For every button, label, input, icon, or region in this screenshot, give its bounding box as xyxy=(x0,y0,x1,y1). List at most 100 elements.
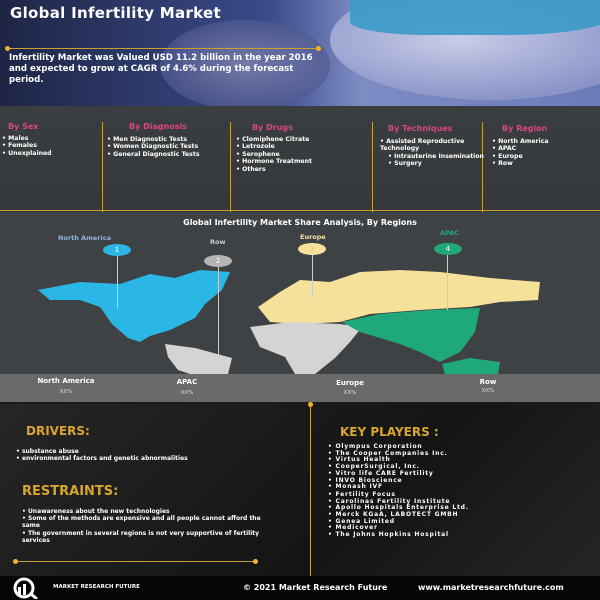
divider xyxy=(372,122,373,214)
south-america-region xyxy=(165,344,232,374)
segment-item: Clomiphene Citrate xyxy=(236,136,371,143)
key-player-item: Merck KGaA, LABOTECT GMBH xyxy=(328,511,469,519)
region-map-section: Global Infertility Market Share Analysis… xyxy=(0,212,600,374)
restraint-item: • The government in several regions is n… xyxy=(22,529,260,544)
segment-title: By Sex xyxy=(8,122,39,131)
region-share: XX% xyxy=(59,389,73,395)
segment-item: Serophene xyxy=(236,151,371,158)
divider xyxy=(15,561,255,562)
segment-item: General Diagnostic Tests xyxy=(107,151,229,158)
divider xyxy=(8,48,318,49)
key-player-item: Virtus Health xyxy=(328,457,469,464)
key-player-item: CooperSurgical, Inc. xyxy=(328,463,469,471)
australia-region xyxy=(442,358,500,374)
restraint-item: • Unawareness about the new technologies xyxy=(22,508,170,515)
restraints-title: RESTRAINTS: xyxy=(22,484,119,499)
pin-label: Europe xyxy=(300,233,326,241)
key-player-item: Monash IVF xyxy=(328,484,469,491)
key-players-list: Olympus CorporationThe Cooper Companies … xyxy=(328,443,469,539)
segment-item: Surgery xyxy=(388,160,498,167)
drivers-list: • substance abuse • environmental factor… xyxy=(16,448,188,462)
divider xyxy=(0,210,600,211)
segment-by-drugs: By Drugs Clomiphene CitrateLetrozoleSero… xyxy=(236,123,371,173)
segmentation-section: By Sex MalesFemalesUnexplained By Diagno… xyxy=(0,106,600,214)
segment-by-techniques: By Techniques Assisted Reproductive Tech… xyxy=(380,124,498,168)
mrf-logo-icon xyxy=(13,577,38,599)
pin-marker: 4 xyxy=(434,243,462,255)
drivers-title: DRIVERS: xyxy=(26,424,90,438)
region-share: XX% xyxy=(180,390,194,396)
pin-marker: 3 xyxy=(298,243,326,255)
segment-title: By Diagnosis xyxy=(129,122,188,131)
region-name: Europe xyxy=(336,379,364,387)
europe-russia-region xyxy=(258,270,540,324)
segment-item: Males xyxy=(2,135,97,142)
africa-middle-east-region xyxy=(250,322,362,374)
drivers-restraints-section: DRIVERS: • substance abuse • environment… xyxy=(0,402,600,576)
key-player-item: Carolinas Fertility Institute xyxy=(328,498,469,506)
divider-dot xyxy=(316,46,321,51)
segment-by-region: By Region North AmericaAPACEuropeRow xyxy=(488,124,598,168)
pin-marker: 2 xyxy=(204,255,232,267)
segment-item: Hormone Treatment xyxy=(236,158,371,165)
segment-item: North America xyxy=(492,138,598,145)
segment-item: Unexplained xyxy=(2,150,97,157)
footer: MARKET RESEARCH FUTURE © 2021 Market Res… xyxy=(0,576,600,600)
divider xyxy=(482,122,483,214)
pin-marker: 1 xyxy=(103,244,131,256)
segment-item: Row xyxy=(492,160,598,167)
key-player-item: Genea Limited xyxy=(328,518,469,526)
divider-dot xyxy=(5,46,10,51)
pin-line xyxy=(117,256,118,308)
key-player-item: Apollo Hospitals Enterprise Ltd. xyxy=(328,505,469,512)
region-name: Row xyxy=(479,378,497,386)
pin-label: APAC xyxy=(440,229,459,237)
segment-item: Others xyxy=(236,166,371,173)
segment-item: Assisted Reproductive Technology xyxy=(380,138,480,153)
divider xyxy=(310,404,311,576)
region-name: APAC xyxy=(176,378,198,386)
child-photo xyxy=(160,20,330,106)
restraints-list: • Unawareness about the new technologies… xyxy=(22,508,277,544)
website-link[interactable]: www.marketresearchfuture.com xyxy=(418,583,564,592)
asia-region xyxy=(342,308,480,362)
divider-dot xyxy=(13,559,18,564)
divider-dot xyxy=(253,559,258,564)
region-share: XX% xyxy=(481,388,495,394)
segment-by-diagnosis: By Diagnosis Men Diagnostic TestsWomen D… xyxy=(107,122,229,158)
copyright: © 2021 Market Research Future xyxy=(243,583,388,592)
key-player-item: Olympus Corporation xyxy=(328,443,469,451)
restraint-item: • Some of the methods are expensive and … xyxy=(22,515,261,530)
segment-by-sex: By Sex MalesFemalesUnexplained xyxy=(2,122,97,157)
segment-item: Europe xyxy=(492,153,598,160)
map-title: Global Infertility Market Share Analysis… xyxy=(183,218,417,227)
segment-item: Intrauterine Insemination xyxy=(388,153,498,160)
segment-title: By Techniques xyxy=(388,124,453,133)
key-player-item: Vitro life CARE Fertility xyxy=(328,470,469,478)
logo-text: MARKET RESEARCH FUTURE xyxy=(53,584,140,590)
key-player-item: The Cooper Companies Inc. xyxy=(328,450,469,458)
market-summary: Infertility Market was Valued USD 11.2 b… xyxy=(9,53,313,85)
segment-item: Females xyxy=(2,142,97,149)
region-name: North America xyxy=(37,377,95,385)
segment-item: APAC xyxy=(492,145,598,152)
sweater-photo xyxy=(350,0,600,35)
pin-line xyxy=(312,255,313,298)
segment-title: By Region xyxy=(502,124,548,133)
world-map xyxy=(38,270,540,374)
pin-label: North America xyxy=(58,234,111,242)
page-title: Global Infertility Market xyxy=(10,4,221,22)
region-share: XX% xyxy=(343,390,357,396)
divider xyxy=(102,122,103,214)
key-player-item: Fertility Focus xyxy=(328,491,469,499)
pin-line xyxy=(218,267,219,357)
key-player-item: Medicover xyxy=(328,525,469,532)
segment-item: Men Diagnostic Tests xyxy=(107,136,229,143)
pin-label: Row xyxy=(210,238,226,246)
header-banner: Global Infertility Market Infertility Ma… xyxy=(0,0,600,106)
key-players-title: KEY PLAYERS : xyxy=(340,425,439,439)
region-share-band: North America XX% APAC XX% Europe XX% Ro… xyxy=(0,374,600,402)
driver-item: • environmental factors and genetic abno… xyxy=(16,455,188,463)
north-america-region xyxy=(38,270,230,342)
divider-dot xyxy=(308,402,313,407)
